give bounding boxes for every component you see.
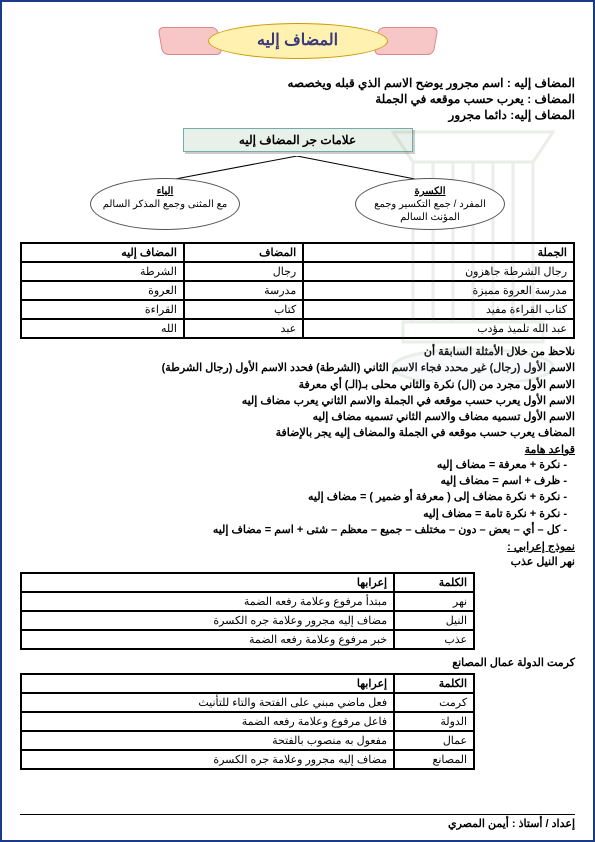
intro-line: المضاف : يعرب حسب موقعه في الجملة	[20, 92, 575, 106]
sentence-2: كرمت الدولة عمال المصانع	[20, 656, 575, 669]
sub-title-box: علامات جر المضاف إليه	[183, 128, 413, 152]
note-line: الاسم الأول (رجال) غير محدد فجاء الاسم ا…	[20, 361, 575, 375]
note-line: الاسم الأول يعرب حسب موقعه في الجملة وال…	[20, 394, 575, 408]
table-row: مدرسة العروة مميزةمدرسةالعروة	[21, 281, 574, 300]
rules-list: نكرة + معرفة = مضاف إليه ظرف + اسم = مضا…	[20, 458, 575, 537]
rule-item: نكرة + معرفة = مضاف إليه	[20, 458, 567, 472]
table-row: كتاب القراءة مفيدكتابالقراءة	[21, 300, 574, 319]
table-header: المضاف	[184, 243, 303, 262]
title-banner: المضاف إليه	[168, 16, 428, 66]
rule-item: نكرة + نكرة مضاف إلى ( معرفة أو ضمير ) =…	[20, 490, 567, 504]
table-row: رجال الشرطة جاهزونرجالالشرطة	[21, 262, 574, 281]
branches: الكسرة المفرد / جمع التكسير وجمع المؤنث …	[20, 156, 575, 236]
table-row: عمالمفعول به منصوب بالفتحة	[21, 731, 474, 750]
table-row: عبد الله تلميذ مؤدبعبدالله	[21, 319, 574, 338]
note-line: نلاحظ من خلال الأمثلة السابقة أن	[20, 345, 575, 359]
table-header: المضاف إليه	[21, 243, 184, 262]
footer-credit: إعداد / أستاذ : أيمن المصري	[20, 814, 575, 830]
intro-block: المضاف إليه : اسم مجرور يوضح الاسم الذي …	[20, 76, 575, 122]
model-heading: نموذج إعرابي :	[20, 540, 575, 553]
branch-left-body: مع المثنى وجمع المذكر السالم	[103, 199, 228, 210]
branch-right-head: الكسرة	[362, 185, 498, 198]
rule-item: كل – أي – بعض – دون – مختلف – جميع – معظ…	[20, 523, 567, 537]
rule-item: نكرة + نكرة تامة = مضاف إليه	[20, 507, 567, 521]
examples-table: الجملة المضاف المضاف إليه رجال الشرطة جا…	[20, 242, 575, 339]
table-row: الدولةفاعل مرفوع وعلامة رفعه الضمة	[21, 712, 474, 731]
note-line: المضاف يعرب حسب موقعه في الجملة والمضاف …	[20, 426, 575, 440]
branch-left-head: الياء	[97, 185, 233, 198]
table-row: النيلمضاف إليه مجرور وعلامة جره الكسرة	[21, 611, 474, 630]
branch-right: الكسرة المفرد / جمع التكسير وجمع المؤنث …	[355, 178, 505, 230]
sentence-1: نهر النيل عذب	[20, 555, 575, 568]
page-title: المضاف إليه	[168, 30, 428, 50]
rule-item: ظرف + اسم = مضاف إليه	[20, 474, 567, 488]
table-row: المصانعمضاف إليه مجرور وعلامة جره الكسرة	[21, 750, 474, 769]
parse-table-2: الكلمةإعرابها كرمتفعل ماضي مبني على الفت…	[20, 673, 475, 770]
intro-line: المضاف إليه: دائما مجرور	[20, 108, 575, 122]
branch-lines-icon	[20, 156, 575, 186]
table-row: عذبخبر مرفوع وعلامة رفعه الضمة	[21, 630, 474, 649]
intro-line: المضاف إليه : اسم مجرور يوضح الاسم الذي …	[20, 76, 575, 90]
branch-left: الياء مع المثنى وجمع المذكر السالم	[90, 178, 240, 230]
table-header: الجملة	[303, 243, 574, 262]
page: المضاف إليه المضاف إليه : اسم مجرور يوضح…	[0, 0, 595, 842]
note-line: الاسم الأول تسميه مضاف والاسم الثاني تسم…	[20, 410, 575, 424]
branch-right-body: المفرد / جمع التكسير وجمع المؤنث السالم	[374, 199, 486, 223]
notes-block: نلاحظ من خلال الأمثلة السابقة أن الاسم ا…	[20, 345, 575, 441]
table-row: نهرمبتدأ مرفوع وعلامة رفعه الضمة	[21, 592, 474, 611]
table-row: كرمتفعل ماضي مبني على الفتحة والتاء للتأ…	[21, 693, 474, 712]
rules-heading: قواعد هامة	[20, 443, 575, 456]
parse-table-1: الكلمةإعرابها نهرمبتدأ مرفوع وعلامة رفعه…	[20, 572, 475, 650]
note-line: الاسم الأول مجرد من (ال) نكرة والثاني مح…	[20, 378, 575, 392]
